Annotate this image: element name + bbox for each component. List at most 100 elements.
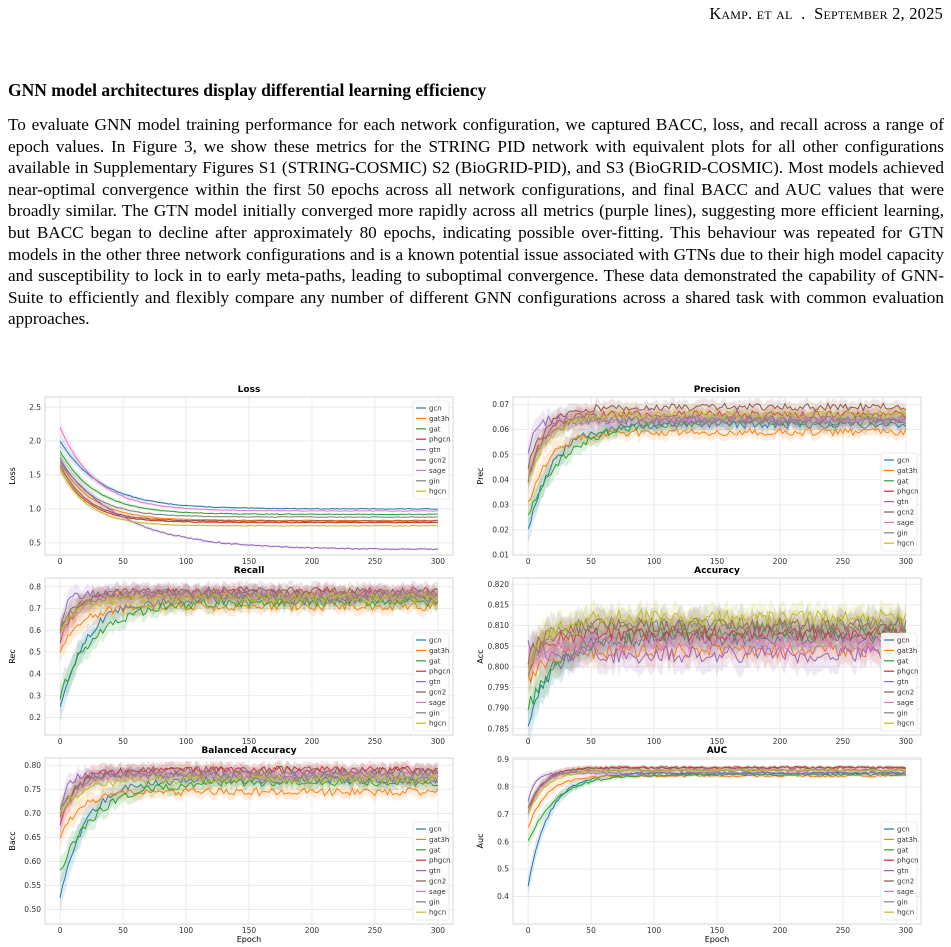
ytick-label: 0.70 xyxy=(24,809,41,818)
chart-accuracy: 0 50 100 150 200 250 300 0.785 0.790 0.795 0.800 0.… xyxy=(476,566,922,746)
legend-label-gcn: gcn xyxy=(429,637,442,645)
series-line-gin xyxy=(59,770,439,814)
legend-label-phgcn: phgcn xyxy=(429,668,451,676)
ytick-label: 0.810 xyxy=(488,621,510,630)
series-band-gat xyxy=(528,412,906,529)
legend-label-hgcn: hgcn xyxy=(897,720,914,728)
series-line-gtn xyxy=(527,771,907,802)
series-band-gcn xyxy=(528,415,906,544)
xtick-label: 150 xyxy=(710,926,725,935)
series-band-gin xyxy=(528,409,906,494)
legend-box xyxy=(880,452,918,552)
plot-frame xyxy=(44,396,454,556)
series-band-gcn2 xyxy=(528,764,906,813)
series-line-gin xyxy=(527,614,907,676)
ytick-label: 0.4 xyxy=(29,670,41,679)
ytick-label: 0.800 xyxy=(488,662,510,671)
ytick-label: 0.60 xyxy=(24,857,41,866)
series-line-gat xyxy=(59,450,438,516)
series-band-hgcn xyxy=(60,769,438,823)
ytick-label: 0.785 xyxy=(488,724,510,733)
figure-3: 0 50 100 150 200 250 300 0.5 1.0 1.5 2.0 2.5 Loss Los… xyxy=(8,385,922,944)
series-band-gat3h xyxy=(528,422,906,514)
ytick-label: 0.805 xyxy=(488,642,510,651)
running-head-date: September 2, 2025 xyxy=(814,4,943,23)
series-band-hgcn xyxy=(528,404,906,490)
legend-label-gcn2: gcn2 xyxy=(897,689,914,697)
legend-label-sage: sage xyxy=(897,699,914,707)
legend-label-gin: gin xyxy=(897,529,908,537)
plot-frame xyxy=(44,577,454,736)
plot-frame xyxy=(512,577,922,736)
xtick-label: 200 xyxy=(305,557,320,566)
chart-precision: 0 50 100 150 200 250 300 0.01 0.02 0.03 0.04 0.05 0.… xyxy=(476,385,922,566)
series-band-gin xyxy=(528,767,906,813)
xtick-label: 300 xyxy=(431,737,446,746)
legend-label-hgcn: hgcn xyxy=(429,720,446,728)
series-line-phgcn xyxy=(527,624,907,671)
legend-label-gat3h: gat3h xyxy=(897,467,917,475)
ytick-label: 0.7 xyxy=(497,810,509,819)
legend-label-gat3h: gat3h xyxy=(429,836,449,844)
series-line-gat3h xyxy=(59,787,439,839)
xtick-label: 0 xyxy=(58,926,63,935)
legend-label-gat: gat xyxy=(429,425,441,433)
legend-label-gat3h: gat3h xyxy=(897,647,917,655)
series-band-sage xyxy=(528,622,906,682)
legend-label-hgcn: hgcn xyxy=(897,540,914,548)
xtick-label: 250 xyxy=(368,737,383,746)
series-band-gat xyxy=(528,614,906,728)
xtick-label: 200 xyxy=(773,557,788,566)
xtick-label: 200 xyxy=(305,926,320,935)
xtick-label: 250 xyxy=(368,557,383,566)
x-axis-label: Epoch xyxy=(705,935,730,944)
series-band-gcn2 xyxy=(60,580,438,644)
series-line-gtn xyxy=(59,461,438,551)
ytick-label: 0.03 xyxy=(492,500,509,509)
legend-label-gat: gat xyxy=(429,657,441,665)
xtick-label: 50 xyxy=(118,737,128,746)
ytick-label: 0.80 xyxy=(24,761,41,770)
y-axis-label: Bacc xyxy=(8,831,17,850)
xtick-label: 250 xyxy=(836,926,851,935)
xtick-label: 250 xyxy=(368,926,383,935)
legend-label-gin: gin xyxy=(897,898,908,906)
series-line-hgcn xyxy=(59,774,439,815)
running-head: Kamp. et al . September 2, 2025 xyxy=(709,4,943,24)
body-paragraph: To evaluate GNN model training performan… xyxy=(8,115,944,329)
ytick-label: 0.9 xyxy=(497,755,509,764)
xtick-label: 200 xyxy=(773,926,788,935)
legend-box xyxy=(412,821,450,921)
chart-title: Precision xyxy=(694,385,741,395)
ytick-label: 0.5 xyxy=(497,865,509,874)
legend-label-gat: gat xyxy=(429,846,441,854)
legend-label-gcn: gcn xyxy=(429,405,442,413)
xtick-label: 300 xyxy=(899,737,914,746)
ytick-label: 0.2 xyxy=(29,713,41,722)
ytick-label: 0.5 xyxy=(29,648,41,657)
xtick-label: 150 xyxy=(710,557,725,566)
chart-title: Balanced Accuracy xyxy=(201,746,296,756)
y-axis-label: Loss xyxy=(8,467,17,485)
legend-label-gat: gat xyxy=(897,846,909,854)
legend-label-phgcn: phgcn xyxy=(897,857,919,865)
series-band-phgcn xyxy=(528,764,906,820)
legend-label-gcn: gcn xyxy=(897,826,910,834)
legend-box xyxy=(880,632,918,732)
xtick-label: 0 xyxy=(58,557,63,566)
legend-label-gat: gat xyxy=(897,477,909,485)
plot-frame xyxy=(44,757,454,925)
ytick-label: 0.790 xyxy=(488,704,510,713)
legend-box xyxy=(880,821,918,921)
legend-label-gat3h: gat3h xyxy=(429,647,449,655)
ytick-label: 0.820 xyxy=(488,580,510,589)
y-axis-label: Auc xyxy=(476,834,485,849)
legend-label-sage: sage xyxy=(897,888,914,896)
legend-label-gcn: gcn xyxy=(897,637,910,645)
legend-label-gtn: gtn xyxy=(897,678,909,686)
xtick-label: 0 xyxy=(526,926,531,935)
legend-box xyxy=(412,632,450,732)
xtick-label: 100 xyxy=(179,737,194,746)
series-line-gcn2 xyxy=(527,616,907,665)
series-band-gcn xyxy=(60,588,438,723)
